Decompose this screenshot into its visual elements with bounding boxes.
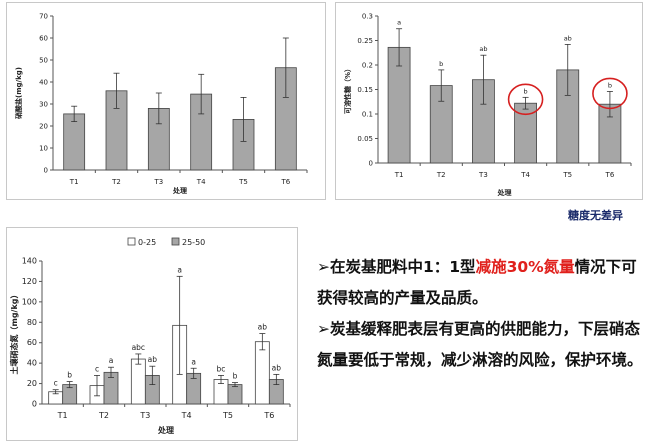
conclusion-notes: ➢在炭基肥料中1：1型减施30%氮量情况下可获得较高的产量及品质。 ➢炭基缓释肥… bbox=[317, 252, 647, 376]
x-tick-label: T4 bbox=[196, 178, 206, 186]
soluble-sugar-chart: 0 0.05 0.1 0.15 0.2 0.25 0.3 T1 a T2 b T3 ab T4 b T5 ab T… bbox=[343, 13, 632, 197]
nitrate-chart-panel: 0 10 20 30 40 50 60 70 T1 T2 T3 T4 T5 T6 硝酸盐(mg/kg) 处理 bbox=[6, 2, 326, 200]
x-tick-label: T5 bbox=[222, 411, 233, 420]
y-tick-label: 0.3 bbox=[362, 13, 373, 21]
x-tick-label: T3 bbox=[478, 171, 488, 179]
x-tick-label: T1 bbox=[394, 171, 404, 179]
x-axis-title: 处理 bbox=[497, 188, 512, 197]
x-tick-label: T5 bbox=[562, 171, 572, 179]
y-tick-label: 80 bbox=[27, 318, 37, 327]
x-tick-label: T6 bbox=[605, 171, 615, 179]
x-tick-label: T4 bbox=[520, 171, 530, 179]
y-tick-label: 10 bbox=[39, 145, 48, 153]
significance-label: b bbox=[608, 81, 612, 89]
y-tick-label: 0.05 bbox=[357, 135, 373, 143]
significance-label: bc bbox=[217, 364, 226, 373]
x-tick-label: T3 bbox=[153, 178, 163, 186]
significance-label: b bbox=[233, 372, 238, 381]
y-tick-label: 50 bbox=[39, 57, 48, 65]
note-1-text: ➢在炭基肥料中1：1型 bbox=[317, 258, 476, 276]
x-tick-label: T1 bbox=[57, 411, 68, 420]
x-tick-label: T3 bbox=[139, 411, 150, 420]
significance-label: b bbox=[524, 87, 528, 95]
significance-label: b bbox=[439, 60, 443, 68]
significance-label: ab bbox=[479, 45, 487, 53]
legend-swatch bbox=[171, 237, 180, 246]
significance-label: a bbox=[109, 356, 114, 365]
y-tick-label: 140 bbox=[22, 257, 37, 266]
significance-label: ab bbox=[272, 363, 282, 372]
x-axis-title: 处理 bbox=[172, 186, 187, 195]
x-tick-label: T6 bbox=[280, 178, 290, 186]
y-tick-label: 0 bbox=[44, 167, 48, 175]
x-tick-label: T1 bbox=[69, 178, 79, 186]
y-tick-label: 40 bbox=[27, 359, 37, 368]
x-tick-label: T2 bbox=[98, 411, 109, 420]
significance-label: ab bbox=[564, 34, 572, 42]
note-1-text-end: 情况下可获得较高的产量及品质。 bbox=[317, 258, 637, 307]
note-2-text: ➢炭基缓释肥表层有更高的供肥能力，下层硝态氮量要低于常规，减少淋溶的风险，保护环… bbox=[317, 320, 643, 369]
soil-nitrate-nitrogen-chart-panel: 0 20 40 60 80 100 120 140 T1 c b T2 c a T3 abc ab T4 a a T5 b… bbox=[6, 227, 298, 441]
y-tick-label: 40 bbox=[39, 79, 48, 87]
soil-nitrate-nitrogen-chart: 020406080100120140T1cbT2caT3abcabT4aaT5b… bbox=[9, 237, 291, 435]
y-tick-label: 20 bbox=[39, 123, 48, 131]
significance-label: c bbox=[95, 364, 99, 373]
significance-label: a bbox=[177, 265, 182, 274]
y-tick-label: 120 bbox=[22, 277, 37, 286]
x-tick-label: T2 bbox=[436, 171, 446, 179]
highlight-circle bbox=[592, 77, 628, 110]
y-tick-label: 60 bbox=[39, 35, 48, 43]
note-1-emphasis: 减施30%氮量 bbox=[475, 258, 575, 276]
y-axis-title: 硝酸盐(mg/kg) bbox=[14, 67, 23, 119]
note-1: ➢在炭基肥料中1：1型减施30%氮量情况下可获得较高的产量及品质。 bbox=[317, 252, 647, 314]
soluble-sugar-chart-panel: 0 0.05 0.1 0.15 0.2 0.25 0.3 T1 a T2 b T3 ab T4 b T5 ab T… bbox=[335, 2, 643, 200]
x-tick-label: T5 bbox=[238, 178, 248, 186]
y-tick-label: 0.25 bbox=[357, 37, 373, 45]
y-tick-label: 0 bbox=[32, 400, 37, 409]
nitrate-chart: 0 10 20 30 40 50 60 70 T1 T2 T3 T4 T5 T6 硝酸盐(mg/kg) 处理 bbox=[14, 13, 308, 195]
significance-label: a bbox=[397, 19, 401, 27]
y-tick-label: 100 bbox=[22, 297, 37, 306]
significance-label: a bbox=[191, 357, 196, 366]
bar bbox=[63, 113, 86, 171]
sugar-no-difference-caption: 糖度无差异 bbox=[568, 209, 623, 222]
legend-label: 0-25 bbox=[138, 238, 156, 247]
y-tick-label: 0.2 bbox=[362, 62, 373, 70]
y-axis-title: 可溶性糖（%） bbox=[343, 65, 352, 114]
x-tick-label: T2 bbox=[111, 178, 121, 186]
y-tick-label: 0.1 bbox=[362, 111, 373, 119]
significance-label: c bbox=[54, 379, 58, 388]
y-tick-label: 30 bbox=[39, 101, 48, 109]
highlight-circle bbox=[507, 83, 544, 116]
y-tick-label: 70 bbox=[39, 13, 48, 21]
significance-label: ab bbox=[148, 355, 158, 364]
x-tick-label: T6 bbox=[263, 411, 274, 420]
y-axis-title: 土壤硝态氮（mg/kg） bbox=[9, 290, 19, 374]
x-axis-title: 处理 bbox=[157, 425, 174, 435]
significance-label: ab bbox=[258, 323, 268, 332]
bar bbox=[227, 384, 243, 405]
y-tick-label: 0 bbox=[369, 160, 373, 168]
legend-label: 25-50 bbox=[182, 238, 205, 247]
y-tick-label: 60 bbox=[27, 338, 37, 347]
x-tick-label: T4 bbox=[181, 411, 192, 420]
bar bbox=[254, 341, 270, 405]
legend-swatch bbox=[127, 237, 136, 246]
y-tick-label: 20 bbox=[27, 379, 37, 388]
bar bbox=[130, 358, 146, 405]
note-2: ➢炭基缓释肥表层有更高的供肥能力，下层硝态氮量要低于常规，减少淋溶的风险，保护环… bbox=[317, 314, 647, 376]
y-tick-label: 0.15 bbox=[357, 86, 373, 94]
significance-label: abc bbox=[132, 343, 145, 352]
significance-label: b bbox=[67, 371, 72, 380]
